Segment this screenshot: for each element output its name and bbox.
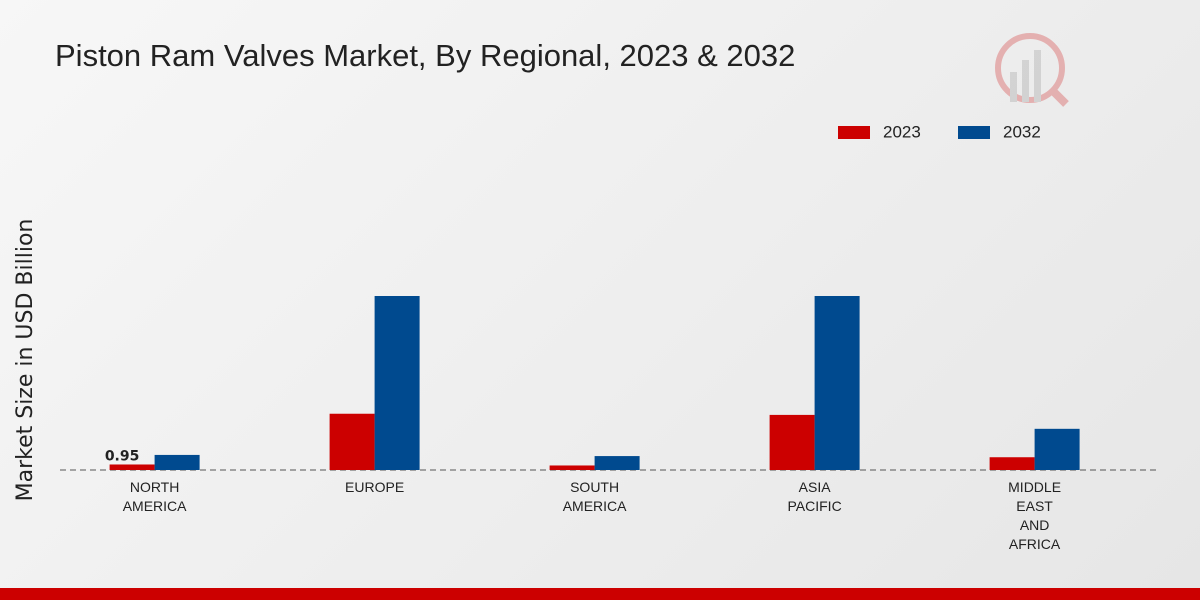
x-tick-label: SOUTH AMERICA: [562, 479, 627, 514]
bar: [989, 457, 1035, 470]
bar: [769, 414, 815, 470]
footer-bar: [0, 588, 1200, 600]
y-axis-label: Market Size in USD Billion: [13, 219, 38, 502]
legend-label: 2023: [883, 122, 921, 141]
x-tick-label: NORTH AMERICA: [122, 479, 187, 514]
bar: [1034, 428, 1080, 470]
x-tick-label: ASIA PACIFIC: [787, 479, 842, 514]
bar: [594, 456, 640, 470]
bar: [109, 464, 155, 470]
legend-swatch: [838, 126, 870, 139]
bar: [374, 296, 420, 470]
legend-swatch: [958, 126, 990, 139]
x-tick-label: MIDDLE EAST AND AFRICA: [1008, 479, 1062, 552]
legend-label: 2032: [1003, 122, 1041, 141]
x-tick-label: EUROPE: [345, 479, 405, 495]
chart-title: Piston Ram Valves Market, By Regional, 2…: [55, 38, 795, 73]
data-label: 0.95: [105, 448, 140, 464]
bar: [154, 454, 200, 470]
bar: [549, 465, 595, 470]
logo: [995, 33, 1069, 107]
bar: [329, 413, 375, 470]
bar: [814, 296, 860, 470]
